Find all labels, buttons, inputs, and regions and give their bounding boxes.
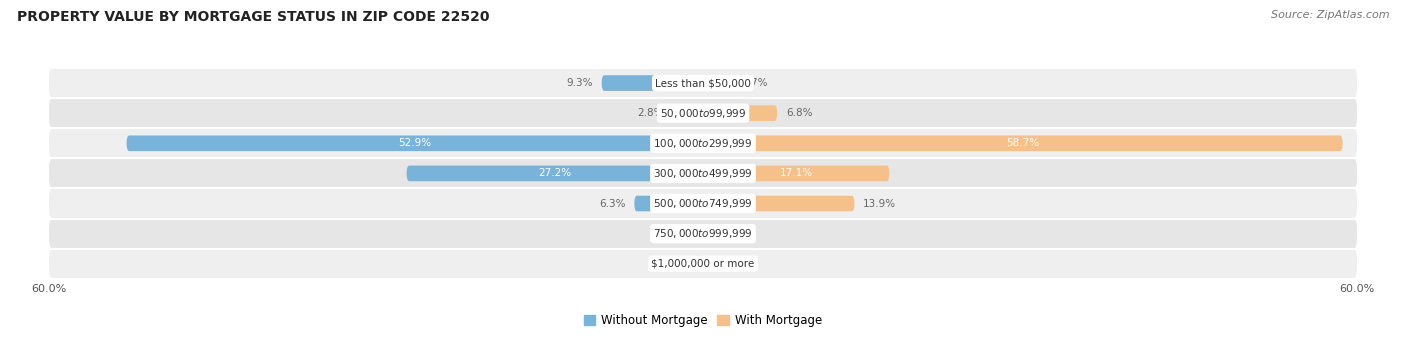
- Text: Source: ZipAtlas.com: Source: ZipAtlas.com: [1271, 10, 1389, 20]
- Text: 17.1%: 17.1%: [779, 168, 813, 179]
- Text: 6.3%: 6.3%: [599, 199, 626, 208]
- FancyBboxPatch shape: [703, 75, 733, 91]
- Text: 0.67%: 0.67%: [654, 228, 688, 239]
- FancyBboxPatch shape: [406, 166, 703, 181]
- FancyBboxPatch shape: [703, 166, 890, 181]
- FancyBboxPatch shape: [703, 105, 778, 121]
- FancyBboxPatch shape: [49, 188, 1357, 219]
- Text: 13.9%: 13.9%: [863, 199, 896, 208]
- Text: $300,000 to $499,999: $300,000 to $499,999: [654, 167, 752, 180]
- Text: PROPERTY VALUE BY MORTGAGE STATUS IN ZIP CODE 22520: PROPERTY VALUE BY MORTGAGE STATUS IN ZIP…: [17, 10, 489, 24]
- FancyBboxPatch shape: [127, 135, 703, 151]
- Text: 2.8%: 2.8%: [637, 108, 664, 118]
- FancyBboxPatch shape: [602, 75, 703, 91]
- FancyBboxPatch shape: [49, 158, 1357, 188]
- FancyBboxPatch shape: [703, 226, 713, 241]
- Text: 0.8%: 0.8%: [659, 259, 686, 269]
- Text: $500,000 to $749,999: $500,000 to $749,999: [654, 197, 752, 210]
- Text: $1,000,000 or more: $1,000,000 or more: [651, 259, 755, 269]
- FancyBboxPatch shape: [703, 135, 1343, 151]
- Text: 9.3%: 9.3%: [567, 78, 593, 88]
- Text: 58.7%: 58.7%: [1007, 138, 1039, 148]
- FancyBboxPatch shape: [49, 98, 1357, 128]
- Legend: Without Mortgage, With Mortgage: Without Mortgage, With Mortgage: [579, 309, 827, 332]
- FancyBboxPatch shape: [672, 105, 703, 121]
- FancyBboxPatch shape: [49, 128, 1357, 158]
- Text: 2.7%: 2.7%: [741, 78, 768, 88]
- FancyBboxPatch shape: [703, 196, 855, 211]
- Text: $750,000 to $999,999: $750,000 to $999,999: [654, 227, 752, 240]
- Text: 52.9%: 52.9%: [398, 138, 432, 148]
- FancyBboxPatch shape: [49, 249, 1357, 279]
- FancyBboxPatch shape: [49, 68, 1357, 98]
- Text: 27.2%: 27.2%: [538, 168, 571, 179]
- FancyBboxPatch shape: [695, 256, 703, 272]
- FancyBboxPatch shape: [49, 219, 1357, 249]
- Text: 0.89%: 0.89%: [721, 228, 755, 239]
- FancyBboxPatch shape: [634, 196, 703, 211]
- FancyBboxPatch shape: [696, 226, 703, 241]
- Text: $50,000 to $99,999: $50,000 to $99,999: [659, 107, 747, 120]
- Text: 6.8%: 6.8%: [786, 108, 813, 118]
- Text: Less than $50,000: Less than $50,000: [655, 78, 751, 88]
- Text: $100,000 to $299,999: $100,000 to $299,999: [654, 137, 752, 150]
